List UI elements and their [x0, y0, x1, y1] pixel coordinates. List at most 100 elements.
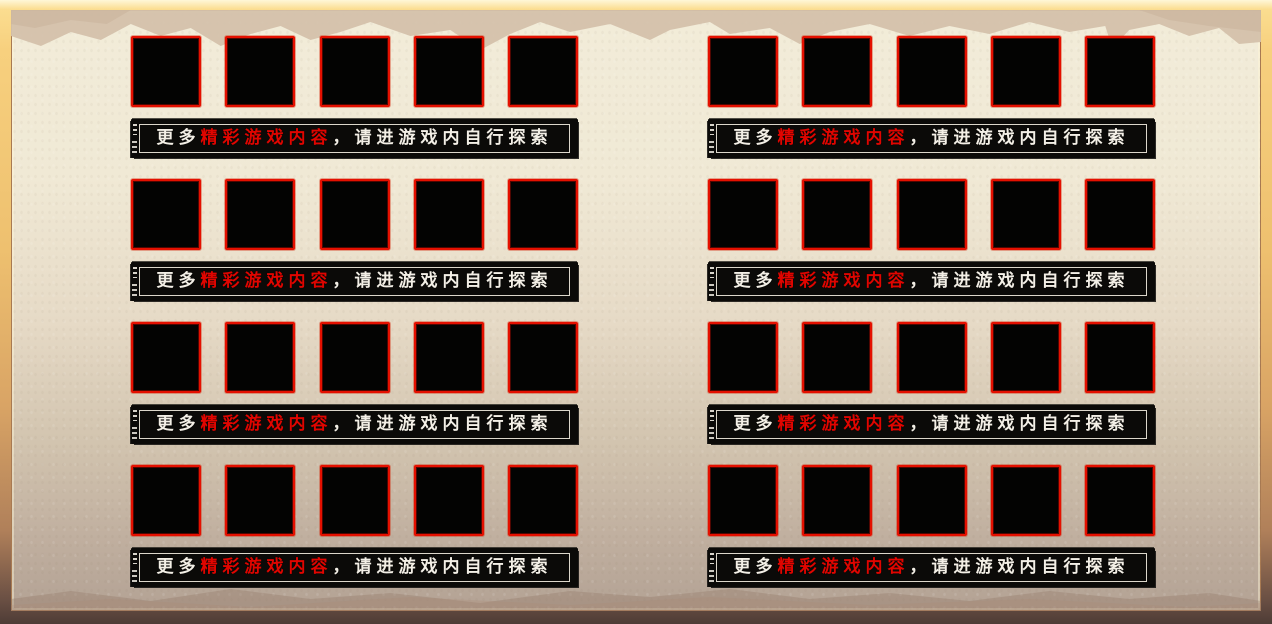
hint-text-prefix: 更多 [156, 128, 201, 148]
hint-text: 更多 精彩游戏内容 ，请进游戏内自行探索 [716, 410, 1147, 439]
explore-hint-banner: 更多 精彩游戏内容 ，请进游戏内自行探索 [708, 405, 1155, 444]
slot-row [131, 465, 578, 536]
content-slot [131, 322, 201, 393]
content-section: 更多 精彩游戏内容 ，请进游戏内自行探索 [131, 36, 578, 158]
content-slot [1085, 465, 1155, 536]
content-slot [508, 36, 578, 107]
content-slot [225, 322, 296, 393]
hint-text-prefix: 更多 [156, 557, 201, 577]
hint-text-highlight: 精彩游戏内容 [200, 128, 333, 148]
content-slot [896, 465, 967, 536]
hint-text-suffix: ，请进游戏内自行探索 [332, 414, 553, 434]
hint-text-suffix: ，请进游戏内自行探索 [909, 271, 1130, 291]
content-section: 更多 精彩游戏内容 ，请进游戏内自行探索 [708, 179, 1155, 301]
content-slot [990, 465, 1061, 536]
hint-text-suffix: ，请进游戏内自行探索 [909, 414, 1130, 434]
content-slot [708, 322, 778, 393]
explore-hint-banner: 更多 精彩游戏内容 ，请进游戏内自行探索 [708, 262, 1155, 301]
content-slot [802, 36, 873, 107]
hint-text-prefix: 更多 [733, 414, 778, 434]
content-slot [508, 179, 578, 250]
hint-text-prefix: 更多 [733, 128, 778, 148]
hint-text-highlight: 精彩游戏内容 [777, 271, 910, 291]
left-column: 更多 精彩游戏内容 ，请进游戏内自行探索 更多 精彩游 [131, 36, 578, 611]
content-slot [708, 179, 778, 250]
hint-text: 更多 精彩游戏内容 ，请进游戏内自行探索 [139, 553, 570, 582]
hint-text: 更多 精彩游戏内容 ，请进游戏内自行探索 [139, 124, 570, 153]
content-slot [990, 36, 1061, 107]
content-slot [319, 322, 390, 393]
content-slot [896, 36, 967, 107]
hint-text-suffix: ，请进游戏内自行探索 [909, 557, 1130, 577]
content-slot [990, 179, 1061, 250]
explore-hint-banner: 更多 精彩游戏内容 ，请进游戏内自行探索 [131, 548, 578, 587]
content-slot [708, 36, 778, 107]
torn-paper-top-edge [11, 10, 1261, 50]
content-slot [990, 322, 1061, 393]
hint-text-suffix: ，请进游戏内自行探索 [332, 271, 553, 291]
content-slot [802, 179, 873, 250]
hint-text-suffix: ，请进游戏内自行探索 [332, 557, 553, 577]
right-column: 更多 精彩游戏内容 ，请进游戏内自行探索 更多 精彩游 [708, 36, 1155, 611]
content-slot [1085, 36, 1155, 107]
content-slot [896, 179, 967, 250]
content-slot [896, 322, 967, 393]
hint-text: 更多 精彩游戏内容 ，请进游戏内自行探索 [716, 553, 1147, 582]
content-section: 更多 精彩游戏内容 ，请进游戏内自行探索 [708, 322, 1155, 444]
hint-text: 更多 精彩游戏内容 ，请进游戏内自行探索 [716, 124, 1147, 153]
content-grid: 更多 精彩游戏内容 ，请进游戏内自行探索 更多 精彩游 [11, 10, 1261, 611]
content-section: 更多 精彩游戏内容 ，请进游戏内自行探索 [708, 36, 1155, 158]
content-slot [413, 36, 484, 107]
content-slot [508, 322, 578, 393]
hint-text-highlight: 精彩游戏内容 [777, 557, 910, 577]
content-slot [413, 322, 484, 393]
explore-hint-banner: 更多 精彩游戏内容 ，请进游戏内自行探索 [131, 262, 578, 301]
hint-text-prefix: 更多 [156, 414, 201, 434]
hint-text: 更多 精彩游戏内容 ，请进游戏内自行探索 [139, 267, 570, 296]
content-slot [413, 179, 484, 250]
content-slot [802, 322, 873, 393]
content-slot [1085, 322, 1155, 393]
parchment-page: 更多 精彩游戏内容 ，请进游戏内自行探索 更多 精彩游 [11, 10, 1261, 611]
content-slot [225, 465, 296, 536]
hint-text: 更多 精彩游戏内容 ，请进游戏内自行探索 [139, 410, 570, 439]
content-section: 更多 精彩游戏内容 ，请进游戏内自行探索 [131, 465, 578, 587]
hint-text-highlight: 精彩游戏内容 [777, 128, 910, 148]
content-section: 更多 精彩游戏内容 ，请进游戏内自行探索 [131, 322, 578, 444]
slot-row [131, 36, 578, 107]
hint-text: 更多 精彩游戏内容 ，请进游戏内自行探索 [716, 267, 1147, 296]
explore-hint-banner: 更多 精彩游戏内容 ，请进游戏内自行探索 [708, 548, 1155, 587]
content-slot [319, 465, 390, 536]
slot-row [708, 179, 1155, 250]
content-section: 更多 精彩游戏内容 ，请进游戏内自行探索 [131, 179, 578, 301]
explore-hint-banner: 更多 精彩游戏内容 ，请进游戏内自行探索 [131, 119, 578, 158]
content-slot [225, 179, 296, 250]
hint-text-highlight: 精彩游戏内容 [200, 557, 333, 577]
slot-row [708, 322, 1155, 393]
content-slot [319, 179, 390, 250]
hint-text-highlight: 精彩游戏内容 [200, 414, 333, 434]
mountain-silhouette-bottom [11, 589, 1261, 611]
hint-text-highlight: 精彩游戏内容 [200, 271, 333, 291]
content-slot [1085, 179, 1155, 250]
content-slot [508, 465, 578, 536]
slot-row [708, 465, 1155, 536]
hint-text-suffix: ，请进游戏内自行探索 [332, 128, 553, 148]
slot-row [131, 322, 578, 393]
hint-text-highlight: 精彩游戏内容 [777, 414, 910, 434]
content-slot [225, 36, 296, 107]
hint-text-prefix: 更多 [733, 271, 778, 291]
content-slot [131, 179, 201, 250]
hint-text-suffix: ，请进游戏内自行探索 [909, 128, 1130, 148]
content-slot [319, 36, 390, 107]
content-slot [131, 36, 201, 107]
hint-text-prefix: 更多 [156, 271, 201, 291]
slot-row [708, 36, 1155, 107]
content-slot [708, 465, 778, 536]
content-slot [131, 465, 201, 536]
content-slot [413, 465, 484, 536]
explore-hint-banner: 更多 精彩游戏内容 ，请进游戏内自行探索 [708, 119, 1155, 158]
hint-text-prefix: 更多 [733, 557, 778, 577]
content-slot [802, 465, 873, 536]
